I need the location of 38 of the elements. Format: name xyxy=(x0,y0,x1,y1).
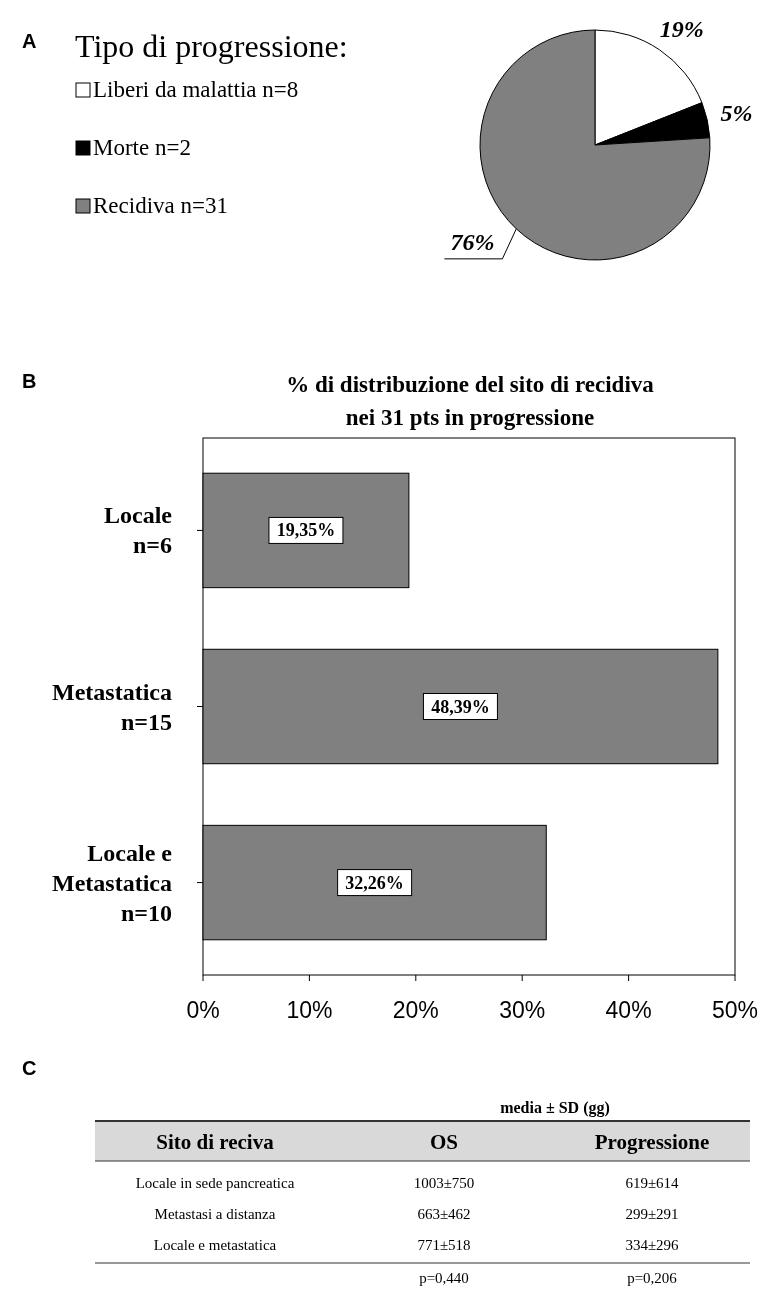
text: A xyxy=(22,30,37,52)
x-tick-label: 0% xyxy=(186,997,220,1023)
category-label: Sito di reciva xyxy=(156,1130,275,1154)
x-tick-label: 30% xyxy=(499,997,546,1023)
data-label: 19% xyxy=(659,16,704,43)
y-tick-label: Locale e Metastatica n=10 xyxy=(52,839,173,926)
text: 334±296 xyxy=(625,1237,680,1253)
text: 299±291 xyxy=(625,1206,679,1222)
text: Locale e metastatica xyxy=(153,1237,277,1253)
text: p=0,206 xyxy=(627,1270,678,1286)
x-tick-label: 50% xyxy=(711,997,759,1023)
text: 619±614 xyxy=(625,1175,680,1191)
category-label: Progressione xyxy=(594,1130,710,1154)
x-tick-label: 40% xyxy=(605,997,652,1023)
data-label: 5% xyxy=(720,99,753,126)
y-tick-label: Metastatica n=15 xyxy=(52,678,172,735)
data-label: 76% xyxy=(450,229,495,256)
text: B xyxy=(22,370,37,392)
data-label: 32,26% xyxy=(345,872,404,893)
text: Locale in sede pancreatica xyxy=(135,1175,295,1191)
text: 663±462 xyxy=(417,1206,471,1222)
chart-title: % di distribuzione del sito di recidiva nei 31 pts in progressione xyxy=(286,372,655,430)
text: C xyxy=(22,1057,37,1079)
legend-label: Liberi da malattia n=8 xyxy=(93,77,299,102)
text: Metastasi a distanza xyxy=(154,1206,276,1222)
legend-label: Recidiva n=31 xyxy=(93,193,228,218)
chart-title: Tipo di progressione: xyxy=(75,28,348,64)
data-label: 19,35% xyxy=(276,520,336,541)
x-tick-label: 20% xyxy=(392,997,439,1023)
legend-label: Morte n=2 xyxy=(93,135,191,160)
text: p=0,440 xyxy=(419,1270,469,1286)
category-label: OS xyxy=(429,1130,459,1154)
data-label: 48,39% xyxy=(431,696,490,717)
x-tick-label: 10% xyxy=(286,997,333,1023)
text: 1003±750 xyxy=(413,1175,475,1191)
text: media ± SD (gg) xyxy=(500,1099,610,1117)
y-tick-label: Locale n=6 xyxy=(104,502,173,559)
text: 771±518 xyxy=(417,1237,471,1253)
